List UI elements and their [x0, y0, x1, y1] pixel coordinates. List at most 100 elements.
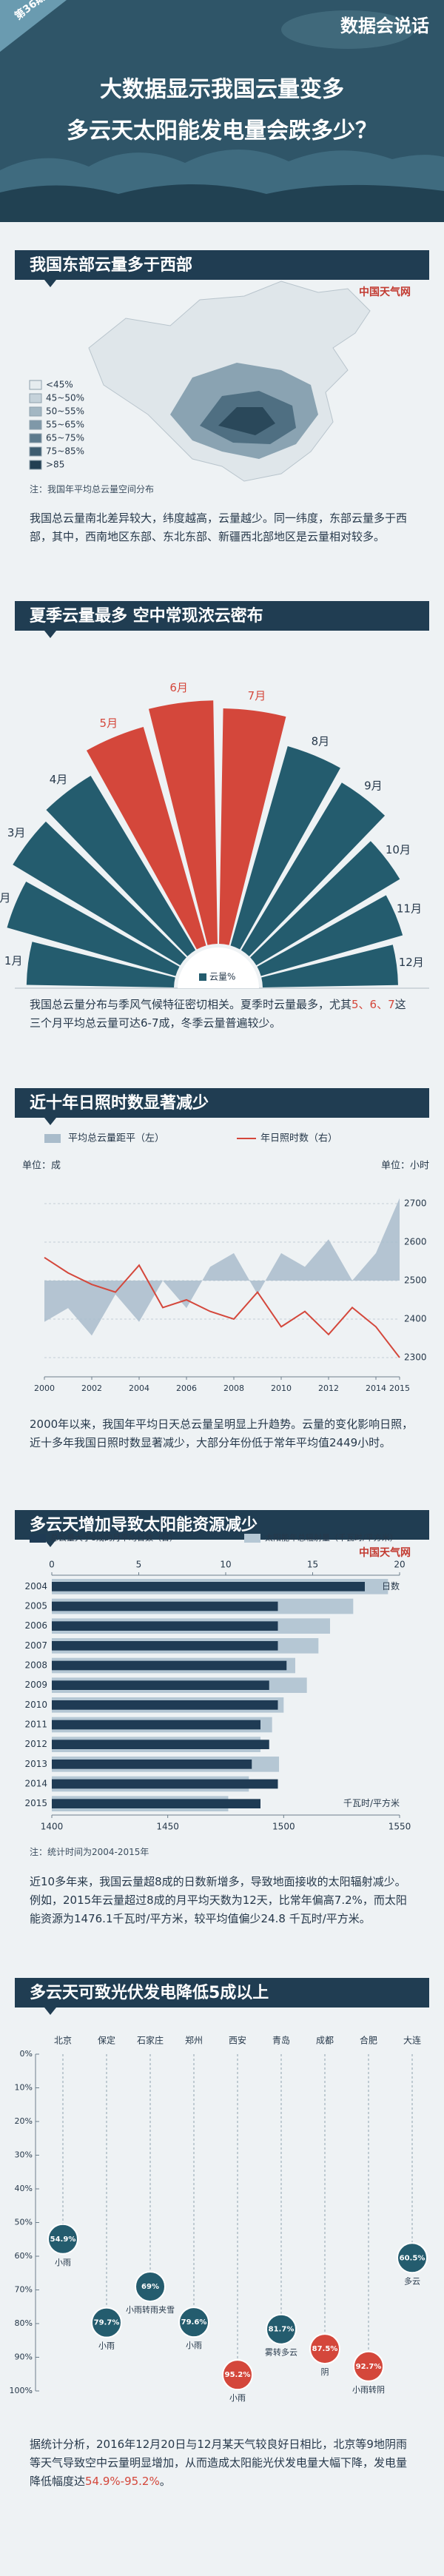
x-tick-label: 15: [307, 1560, 318, 1570]
month-label: 7月: [248, 689, 266, 702]
y-tick-label: 100%: [10, 2386, 33, 2395]
section-heading: 我国东部云量多于西部: [30, 255, 192, 275]
y-tick-label: 70%: [15, 2285, 33, 2295]
paragraph: 我国总云量分布与季风气候特征密切相关。夏季时云量最多，尤其5、6、7这三个月平均…: [30, 996, 414, 1033]
y-tick-label: 2012: [24, 1739, 47, 1749]
logo: 中国天气网: [359, 1546, 411, 1559]
title: 多云天太阳能发电量会跌多少？: [67, 118, 377, 144]
y-tick-label: 2007: [24, 1640, 47, 1651]
text: 这三个月平均总云量可达6-7成，冬季云量普遍较少。: [30, 998, 406, 1030]
x-tick-label: 2010: [271, 1383, 292, 1393]
value-dot: [222, 2359, 253, 2391]
legend-label: >85: [46, 460, 64, 470]
x2-tick-label: 1450: [156, 1822, 179, 1832]
legend-swatch: [29, 393, 42, 403]
y-tick-label: 10%: [15, 2083, 33, 2093]
city-label: 郑州: [185, 2035, 203, 2046]
weather-label: 小雨转阴: [352, 2384, 385, 2395]
days-bar: [52, 1680, 269, 1690]
value-label: 69%: [141, 2283, 159, 2291]
section-heading: 夏季云量最多 空中常现浓云密布: [30, 606, 263, 625]
legend-label: 75~85%: [46, 446, 84, 457]
value-label: 95.2%: [225, 2371, 251, 2379]
x-tick-label: 2014: [366, 1383, 386, 1393]
value-dot: [353, 2350, 384, 2382]
month-label: 3月: [7, 826, 26, 839]
weather-label: 小雨: [55, 2258, 71, 2267]
y-tick-label: 40%: [15, 2184, 33, 2193]
month-label: 12月: [399, 956, 424, 969]
weather-label: 阴: [321, 2367, 329, 2377]
heading-pointer: [44, 2008, 56, 2015]
days-bar: [52, 1779, 278, 1789]
section-heading-band: [15, 1978, 429, 2008]
heading-pointer: [44, 1540, 56, 1547]
y-tick-label: 2011: [24, 1720, 47, 1730]
legend-swatch: [44, 1134, 61, 1143]
city-label: 北京: [54, 2036, 72, 2046]
y-tick-label: 50%: [15, 2218, 33, 2227]
legend-label: 55~65%: [46, 420, 84, 430]
x-tick-label: 10: [220, 1560, 231, 1570]
x-tick-label: 2000: [34, 1383, 55, 1393]
radial-bar: [257, 895, 403, 976]
issue-badge: [0, 0, 67, 52]
days-bar: [52, 1700, 278, 1710]
text: 据统计分析，2016年12月20日与12月某天气较良好日相比，北京等9地阴雨等天…: [30, 2438, 408, 2488]
city-label: 保定: [98, 2035, 115, 2046]
city-label: 合肥: [360, 2035, 377, 2046]
legend-label: 总云量大于8成的月平均日数（日）: [50, 1532, 178, 1543]
x2-axis-label: 千瓦时/平方米: [343, 1797, 400, 1808]
radial-bar: [13, 821, 186, 966]
days-bar: [52, 1641, 278, 1651]
month-label: 4月: [50, 773, 68, 786]
value-label: 79.7%: [94, 2319, 120, 2327]
y-tick-label: 2006: [24, 1620, 47, 1631]
section-heading-band: [15, 1088, 429, 1118]
sunshine-line: [44, 1256, 400, 1358]
legend-swatch: [244, 1534, 260, 1543]
legend-swatch: [29, 460, 42, 470]
legend-label: 50~55%: [46, 406, 84, 417]
value-label: 54.9%: [50, 2235, 76, 2244]
value-dot: [397, 2242, 428, 2274]
cloud-area: [44, 1198, 400, 1336]
map-note: 注：我国年平均总云量空间分布: [30, 484, 155, 494]
heading-pointer: [44, 280, 56, 287]
value-dot: [91, 2307, 122, 2338]
city-label: 成都: [316, 2036, 334, 2046]
days-bar: [52, 1660, 287, 1671]
axis-unit: 单位：小时: [381, 1161, 429, 1172]
weather-label: 小雨: [186, 2341, 202, 2350]
month-label: 9月: [364, 779, 383, 793]
legend-swatch: [29, 406, 42, 417]
radial-center: [178, 947, 259, 988]
legend-swatch: [29, 420, 42, 430]
value-dot: [266, 2313, 297, 2345]
heading-pointer: [44, 1118, 56, 1125]
section-heading: 多云天可致光伏发电降低5成以上: [30, 1983, 269, 2002]
value-label: 87.5%: [312, 2345, 338, 2353]
map-region: [218, 407, 275, 435]
chart-note: 注：统计时间为2004-2015年: [30, 1847, 149, 1857]
value-label: 60.5%: [400, 2254, 426, 2262]
days-bar: [52, 1740, 269, 1749]
days-bar: [52, 1601, 278, 1611]
radial-bar: [261, 945, 398, 987]
y-tick-label: 2015: [24, 1798, 47, 1808]
logo: 中国天气网: [359, 286, 411, 298]
paragraph: 2000年以来，我国年平均日天总云量呈明显上升趋势。云量的变化影响日照，近十多年…: [30, 1418, 414, 1449]
radial-bar: [26, 942, 175, 987]
legend-swatch: [29, 380, 42, 390]
section-heading: 多云天增加导致太阳能资源减少: [30, 1515, 258, 1534]
value-label: 79.6%: [181, 2318, 207, 2327]
weather-label: 小雨: [229, 2393, 246, 2403]
x2-tick-label: 1500: [272, 1822, 295, 1832]
x-tick-label: 0: [49, 1560, 55, 1570]
days-bar: [52, 1582, 365, 1591]
legend-swatch: [29, 433, 42, 443]
legend-label: 平均总云量距平（左）: [68, 1133, 164, 1144]
city-label: 西安: [229, 2035, 246, 2046]
legend-label: 65~75%: [46, 433, 84, 443]
